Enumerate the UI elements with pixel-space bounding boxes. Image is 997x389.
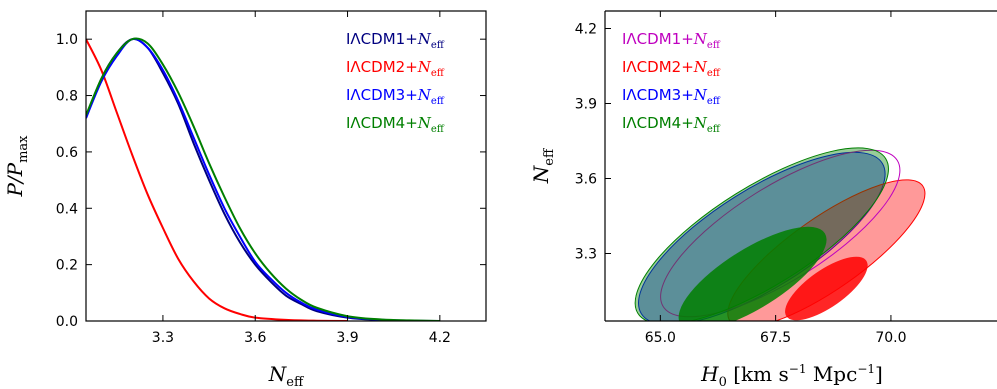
left-xtick-label-3: 3.9 <box>336 330 358 346</box>
left-ytick-label-5: 0.8 <box>56 89 78 105</box>
left-series-line-1 <box>86 38 440 321</box>
right-ytick-label-1: 3.3 <box>575 247 597 263</box>
left-series-line-3 <box>86 37 440 321</box>
left-ticks: 3.3 3.6 3.9 4.2 0.0 0.2 0.4 0.6 0.8 1.0 <box>56 11 486 346</box>
right-ticks: 65.0 67.5 70.0 3.3 3.6 3.9 4.2 <box>575 11 907 346</box>
left-ylabel: P/Pmax <box>3 135 31 198</box>
left-legend-label-1: IΛCDM1+Neff <box>346 30 445 51</box>
left-legend-label-3: IΛCDM3+Neff <box>346 86 445 107</box>
right-xlabel: H0 [km s−1 Mpc−1] <box>700 362 883 389</box>
right-panel: 65.0 67.5 70.03.33.63.94.2 IΛCDM1+NeffIΛCD… <box>529 10 997 389</box>
left-legend-label-2: IΛCDM2+Neff <box>346 58 445 79</box>
left-panel: 3.3 3.6 3.9 4.2 0.0 0.2 0.4 0.6 0.8 1.0 IΛCDM1+Ne… <box>3 10 487 389</box>
left-xtick-label-4: 4.2 <box>429 330 451 346</box>
left-series-line-4 <box>86 37 440 321</box>
right-xtick-label-1: 65.0 <box>645 330 676 346</box>
right-legend-label-1: IΛCDM1+Neff <box>622 30 721 51</box>
left-xtick-label-1: 3.3 <box>152 330 174 346</box>
right-xtick-label-2: 67.5 <box>760 330 791 346</box>
right-legend-label-3: IΛCDM3+Neff <box>622 86 721 107</box>
right-ytick-label-3: 3.9 <box>575 97 597 113</box>
left-xtick-label-2: 3.6 <box>244 330 266 346</box>
right-ytick-label-2: 3.6 <box>575 172 597 188</box>
left-legend: IΛCDM1+Neff IΛCDM2+Neff IΛCDM3+Neff IΛCDM4+… <box>346 30 445 135</box>
left-series-line-2 <box>86 38 348 321</box>
right-contour-68-2 <box>785 256 868 321</box>
left-ytick-label-6: 1.0 <box>56 32 78 48</box>
right-ylabel: Neff <box>529 147 557 184</box>
right-legend-label-4: IΛCDM4+Neff <box>622 114 721 135</box>
left-axes-frame <box>85 10 487 322</box>
left-ytick-label-3: 0.4 <box>56 201 78 217</box>
right-xtick-label-3: 70.0 <box>875 330 906 346</box>
right-legend: IΛCDM1+Neff IΛCDM2+Neff IΛCDM3+Neff IΛCDM4+… <box>622 30 721 135</box>
right-legend-label-2: IΛCDM2+Neff <box>622 58 721 79</box>
right-contours <box>634 147 926 321</box>
left-ytick-label-2: 0.2 <box>56 258 78 274</box>
left-curves <box>86 37 440 321</box>
right-contour-68-4 <box>678 226 827 321</box>
right-ytick-label-4: 4.2 <box>575 22 597 38</box>
left-xlabel: Neff <box>268 362 305 389</box>
left-legend-label-4: IΛCDM4+Neff <box>346 114 445 135</box>
left-ytick-label-4: 0.6 <box>56 145 78 161</box>
left-ytick-label-1: 0.0 <box>56 314 78 330</box>
